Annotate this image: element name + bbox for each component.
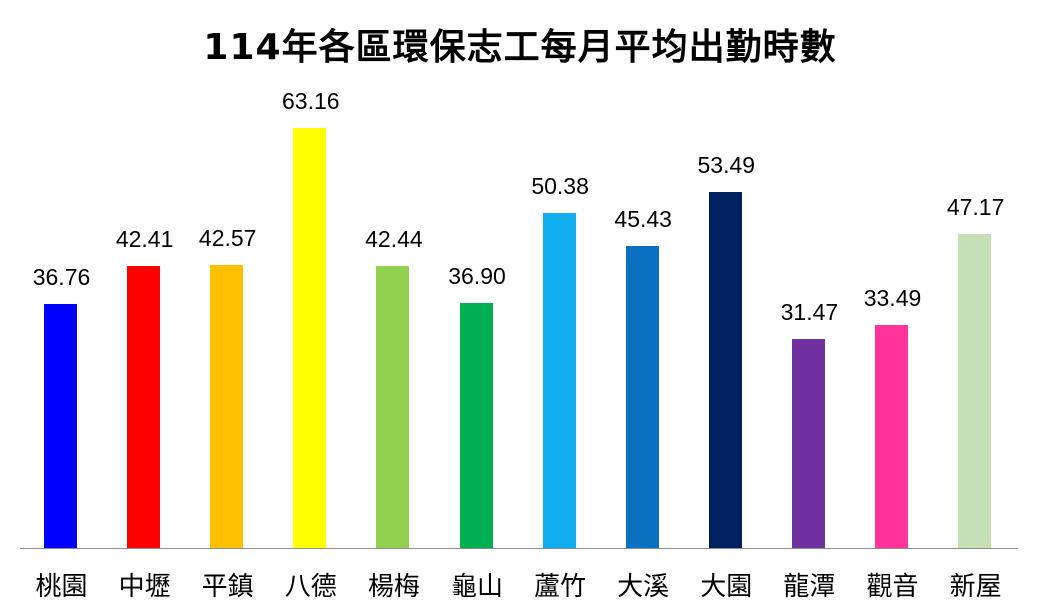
category-label: 新屋: [949, 572, 1002, 602]
category-label: 八德: [284, 572, 337, 602]
category-label: 中壢: [118, 572, 171, 602]
category-label: 平鎮: [201, 572, 254, 602]
category-label: 大溪: [617, 572, 670, 602]
category-label: 觀音: [866, 572, 919, 602]
data-label: 45.43: [614, 205, 672, 232]
data-label: 42.57: [198, 224, 257, 251]
bar-column: 31.47 龍潭: [768, 0, 851, 614]
category-label: 大園: [700, 572, 753, 602]
data-label: 50.38: [531, 172, 589, 199]
bar-column: 33.49 觀音: [851, 0, 934, 614]
bar: [210, 264, 244, 548]
bar-column: 42.44 楊梅: [352, 0, 435, 614]
bar: [44, 303, 77, 548]
bar-column: 36.90 龜山: [436, 0, 519, 614]
bar: [791, 338, 825, 548]
bar: [708, 192, 742, 548]
bar: [958, 234, 992, 548]
bar-column: 47.17 新屋: [934, 0, 1017, 614]
category-label: 蘆竹: [534, 572, 587, 602]
data-label: 33.49: [863, 285, 922, 312]
bar: [459, 302, 493, 548]
data-label: 42.41: [115, 225, 174, 252]
bar-column: 36.76 桃園: [20, 0, 103, 614]
data-label: 47.17: [946, 194, 1005, 221]
bar: [542, 212, 576, 548]
data-label: 42.44: [365, 225, 423, 252]
bar: [127, 265, 161, 548]
bar-column: 42.57 平鎮: [186, 0, 269, 614]
bar-column: 50.38 蘆竹: [519, 0, 602, 614]
chart-title: 114年各區環保志工每月平均出勤時數: [203, 27, 837, 68]
data-label: 63.16: [282, 87, 340, 114]
data-label: 31.47: [780, 298, 839, 325]
x-axis-line: [20, 548, 1018, 549]
bar: [875, 325, 908, 548]
plot-area: 36.76 桃園 42.41 中壢 42.57 平鎮 63.16 八德 42.44 楊梅 …: [20, 0, 1018, 614]
category-label: 桃園: [35, 572, 88, 602]
data-label: 36.90: [448, 262, 506, 289]
category-label: 楊梅: [367, 572, 420, 602]
bar: [625, 245, 659, 548]
bar-column: 42.41 中壢: [103, 0, 186, 614]
bar: [293, 127, 327, 548]
category-label: 龜山: [450, 572, 503, 602]
category-label: 龍潭: [783, 572, 836, 602]
bar-column: 63.16 八德: [269, 0, 352, 614]
bar: [376, 265, 410, 548]
data-label: 36.76: [32, 263, 91, 290]
bar-column: 45.43 大溪: [602, 0, 685, 614]
data-label: 53.49: [697, 152, 756, 179]
bar-column: 53.49 大園: [685, 0, 768, 614]
